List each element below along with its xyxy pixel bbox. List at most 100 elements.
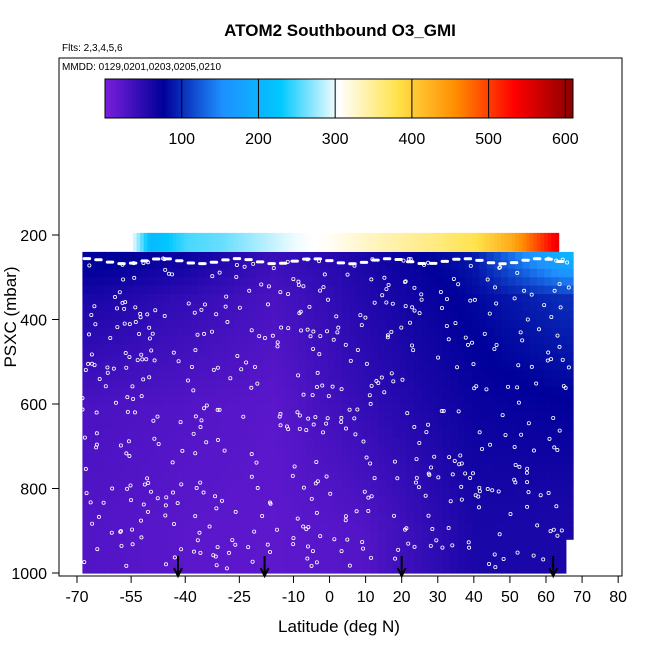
heatmap-cell (363, 437, 372, 447)
heatmap-cell (277, 556, 286, 566)
heatmap-cell (493, 480, 502, 490)
heatmap-cell (154, 420, 163, 430)
heatmap-cell (565, 260, 574, 270)
heatmap-cell (450, 378, 459, 388)
heatmap-cell (544, 530, 553, 540)
heatmap-cell (111, 530, 120, 540)
heatmap-cell (190, 378, 199, 388)
heatmap-cell (215, 232, 221, 252)
heatmap-cell (464, 285, 473, 295)
heatmap-cell (125, 522, 134, 532)
heatmap-cell (334, 285, 343, 295)
heatmap-cell (118, 547, 127, 557)
heatmap-cell (320, 471, 329, 481)
heatmap-cell (89, 480, 98, 490)
heatmap-cell (277, 285, 286, 295)
heatmap-cell (241, 378, 249, 388)
heatmap-cell (435, 463, 444, 473)
heatmap-cell (414, 327, 423, 337)
heatmap-cell (89, 556, 98, 566)
observation-point (396, 547, 401, 552)
heatmap-cell (536, 496, 545, 506)
heatmap-cell (536, 378, 545, 388)
heatmap-cell (132, 547, 141, 557)
heatmap-cell (371, 344, 379, 354)
heatmap-cell (508, 429, 516, 439)
observation-point (301, 284, 306, 289)
heatmap-cell (378, 294, 387, 304)
heatmap-cell (558, 539, 567, 549)
observation-point (444, 323, 449, 328)
observation-point (434, 538, 439, 543)
heatmap-cell (140, 454, 148, 464)
heatmap-cell (464, 370, 473, 380)
heatmap-cell (435, 547, 444, 557)
heatmap-cell (111, 547, 120, 557)
heatmap-cell (414, 370, 423, 380)
heatmap-cell (320, 378, 329, 388)
heatmap-cell (291, 344, 300, 354)
heatmap-cell (363, 564, 372, 574)
heatmap-cell (111, 395, 120, 405)
heatmap-cell (428, 522, 437, 532)
observation-point (392, 513, 397, 518)
heatmap-cell (241, 471, 249, 481)
heatmap-cell (515, 344, 524, 354)
observation-point (385, 335, 390, 340)
observation-point (439, 305, 444, 310)
heatmap-cell (450, 513, 459, 523)
heatmap-cell (421, 251, 430, 261)
heatmap-cell (154, 319, 163, 329)
heatmap-cell (233, 361, 242, 371)
heatmap-cell (291, 437, 300, 447)
heatmap-cell (342, 471, 350, 481)
heatmap-cell (450, 251, 459, 261)
heatmap-cell (288, 232, 293, 252)
observation-point (560, 357, 565, 362)
heatmap-cell (385, 454, 394, 464)
heatmap-cell (500, 522, 509, 532)
heatmap-cell (407, 446, 415, 456)
heatmap-cell (298, 302, 307, 312)
heatmap-cell (316, 232, 322, 252)
heatmap-cell (320, 496, 329, 506)
heatmap-cell (334, 564, 343, 574)
colorbar-tick-label: 500 (475, 131, 502, 148)
heatmap-cell (205, 319, 213, 329)
heatmap-cell (277, 480, 286, 490)
heatmap-cell (161, 232, 166, 252)
observation-point (93, 322, 98, 327)
heatmap-cell (233, 446, 242, 456)
observation-point (125, 395, 130, 400)
heatmap-cell (472, 353, 480, 363)
heatmap-cell (472, 404, 480, 414)
heatmap-cell (551, 437, 560, 447)
heatmap-cell (356, 378, 365, 388)
heatmap-cell (565, 412, 574, 422)
x-axis-label: Latitude (deg N) (278, 617, 400, 636)
observation-point (138, 315, 143, 320)
heatmap-cell (500, 327, 509, 337)
observation-point (163, 503, 168, 508)
heatmap-cell (313, 429, 322, 439)
observation-point (94, 410, 99, 415)
heatmap-cell (536, 530, 545, 540)
heatmap-cell (407, 344, 415, 354)
heatmap-cell (168, 260, 177, 270)
heatmap-cell (464, 251, 473, 261)
heatmap-cell (349, 294, 358, 304)
heatmap-cell (486, 370, 495, 380)
heatmap-cell (327, 522, 336, 532)
heatmap-cell (565, 319, 574, 329)
heatmap-cell (500, 488, 509, 498)
heatmap-cell (89, 336, 98, 346)
heatmap-cell (291, 471, 300, 481)
heatmap-cell (414, 446, 423, 456)
heatmap-cell (262, 480, 271, 490)
heatmap-cell (183, 353, 192, 363)
observation-point (113, 400, 118, 405)
heatmap-cell (414, 530, 423, 540)
heatmap-cell (125, 471, 134, 481)
observation-point (305, 327, 310, 332)
heatmap-cell (82, 378, 91, 388)
